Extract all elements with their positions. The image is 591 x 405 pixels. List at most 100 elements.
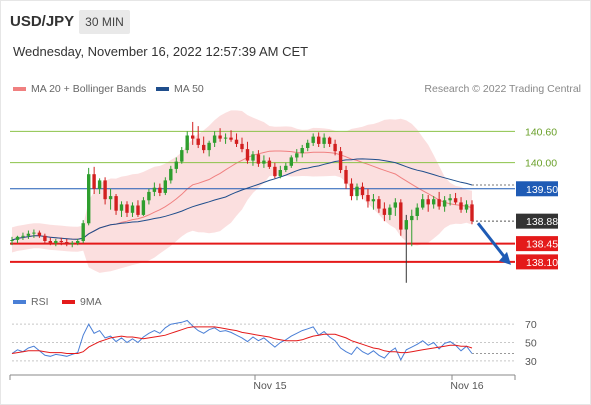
candle-body [415, 207, 419, 216]
candle-body [26, 233, 31, 236]
candle-body [147, 191, 151, 201]
forecast-arrow-head [499, 251, 511, 265]
candle-body [81, 223, 85, 241]
candle-body [366, 195, 370, 202]
candle-body [87, 174, 91, 224]
candle-body [377, 199, 381, 209]
support-tag [516, 254, 558, 270]
candle-body [267, 160, 272, 167]
candle-body [191, 135, 195, 139]
candle-body [207, 142, 211, 151]
candle-body [470, 204, 474, 222]
legend-ma50-label: MA 50 [174, 83, 204, 95]
x-tick-label: Nov 15 [253, 380, 286, 392]
candle-body [114, 196, 118, 211]
legend-ma50: MA 50 [156, 83, 204, 95]
candle-body [338, 151, 343, 170]
candle-body [256, 154, 261, 164]
forecast-arrow-line [476, 222, 508, 260]
bollinger-band [12, 110, 472, 273]
candle-body [333, 143, 337, 152]
candle-body [399, 202, 403, 230]
candle-body [432, 199, 436, 205]
candle-body [202, 144, 206, 151]
candle-body [223, 137, 228, 139]
candle-body [426, 199, 430, 205]
candle-body [344, 170, 348, 184]
rsi-swatch [13, 300, 26, 304]
candle-body [311, 136, 315, 143]
candle-body [169, 168, 173, 181]
legend-rsi: RSI [13, 296, 49, 308]
candle-body [212, 135, 217, 143]
resistance-label: 140.00 [525, 158, 557, 170]
candle-body [464, 204, 469, 210]
rsi-tick-label: 70 [525, 319, 537, 331]
candle-body [48, 241, 52, 244]
candle-body [70, 243, 74, 245]
timestamp: Wednesday, November 16, 2022 12:57:39 AM… [13, 44, 309, 59]
candle-body [355, 186, 359, 197]
candle-body [43, 235, 47, 241]
legend-bollinger-label: MA 20 + Bollinger Bands [31, 83, 147, 95]
candle-body [196, 138, 200, 145]
candle-body [404, 220, 408, 230]
candle-body [76, 241, 80, 244]
candle-body [174, 161, 178, 169]
candle-body [273, 166, 277, 177]
candle-body [322, 137, 326, 144]
legend-9ma-label: 9MA [80, 296, 102, 308]
x-tick-label: Nov 16 [450, 380, 483, 392]
candle-body [448, 198, 452, 201]
candle-body [382, 208, 387, 215]
candle-body [388, 207, 392, 215]
candle-body [284, 165, 288, 170]
candle-body [163, 180, 167, 193]
candle-body [437, 199, 441, 207]
bollinger-swatch [13, 87, 26, 91]
candle-body [289, 157, 293, 166]
candle-body [15, 236, 20, 240]
candle-body [152, 187, 157, 192]
candle-body [103, 180, 107, 200]
rsi-tick-label: 50 [525, 338, 537, 350]
candle-body [295, 153, 299, 158]
rsi-9ma-line [11, 326, 473, 354]
candle-body [306, 142, 310, 148]
timeframe-badge[interactable]: 30 MIN [79, 10, 130, 34]
candle-body [234, 139, 239, 144]
candle-body [136, 205, 140, 215]
rsi-line [11, 319, 473, 362]
candle-body [108, 196, 113, 200]
support-tag [516, 236, 558, 252]
rsi-tick-label: 30 [525, 356, 537, 368]
candle-body [130, 205, 135, 213]
candle-body [371, 199, 376, 202]
last-tag-label: 138.88 [526, 216, 558, 228]
candle-body [240, 143, 244, 150]
candle-body [229, 137, 233, 140]
support-tag-label: 138.10 [526, 257, 558, 269]
ma50-swatch [156, 87, 169, 91]
candle-body [317, 136, 321, 144]
legend-rsi-label: RSI [31, 296, 49, 308]
candle-body [65, 242, 69, 245]
candle-body [59, 241, 63, 242]
candle-body [349, 183, 354, 197]
pivot-tag-label: 139.50 [526, 184, 558, 196]
candle-body [300, 148, 304, 154]
candle-body [125, 204, 129, 213]
legend-bollinger: MA 20 + Bollinger Bands [13, 83, 146, 95]
candle-body [10, 240, 14, 241]
candle-body [32, 232, 36, 234]
candle-body [327, 137, 332, 144]
candle-body [251, 154, 255, 161]
candle-body [141, 200, 146, 215]
legend-9ma: 9MA [62, 296, 102, 308]
candle-body [278, 170, 282, 177]
candle-body [410, 215, 414, 221]
ma9-swatch [62, 300, 75, 304]
candle-body [185, 135, 189, 151]
candle-body [453, 198, 458, 203]
